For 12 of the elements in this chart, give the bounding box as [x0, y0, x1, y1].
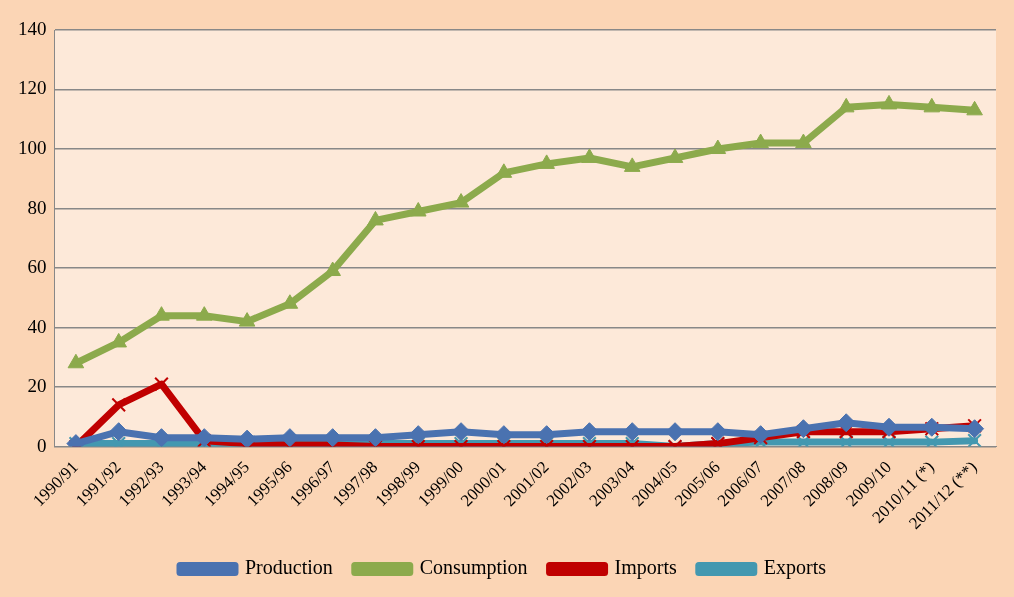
y-tick-label: 0	[37, 434, 47, 456]
y-tick-label: 140	[18, 17, 47, 39]
legend-label: Exports	[763, 556, 827, 580]
y-tick-label: 20	[27, 375, 47, 397]
y-tick-label: 100	[18, 137, 47, 159]
y-tick-label: 60	[27, 256, 47, 278]
legend-label: Imports	[614, 556, 677, 580]
legend-label: Consumption	[419, 556, 528, 580]
legend-label: Production	[245, 556, 333, 579]
y-tick-label: 120	[18, 77, 47, 99]
y-tick-label: 40	[27, 315, 47, 337]
y-tick-label: 80	[27, 196, 47, 218]
